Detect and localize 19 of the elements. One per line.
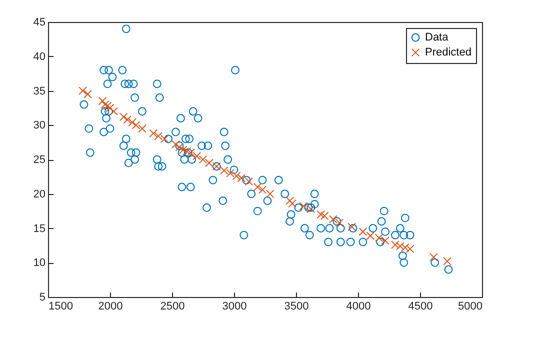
legend-label: Data	[425, 32, 450, 44]
x-tick-label: 3500	[284, 300, 309, 312]
y-tick-label: 30	[33, 120, 46, 132]
x-tick-label: 5000	[458, 300, 482, 312]
y-tick-label: 15	[33, 222, 46, 235]
x-tick-label: 2500	[160, 300, 185, 312]
y-tick-label: 20	[33, 188, 46, 200]
x-tick-label: 4500	[408, 300, 433, 312]
x-tick-label: 2000	[98, 300, 123, 312]
y-tick-label: 25	[33, 154, 46, 166]
x-tick-label: 3000	[222, 300, 247, 312]
x-tick-label: 1500	[48, 300, 73, 312]
y-tick-label: 35	[33, 85, 46, 98]
y-tick-label: 10	[33, 257, 46, 270]
y-tick-label: 45	[33, 16, 46, 28]
legend-label: Predicted	[425, 46, 472, 58]
x-tick-label: 4000	[346, 300, 371, 312]
y-tick-label: 5	[39, 292, 46, 304]
y-tick-label: 40	[33, 50, 46, 63]
